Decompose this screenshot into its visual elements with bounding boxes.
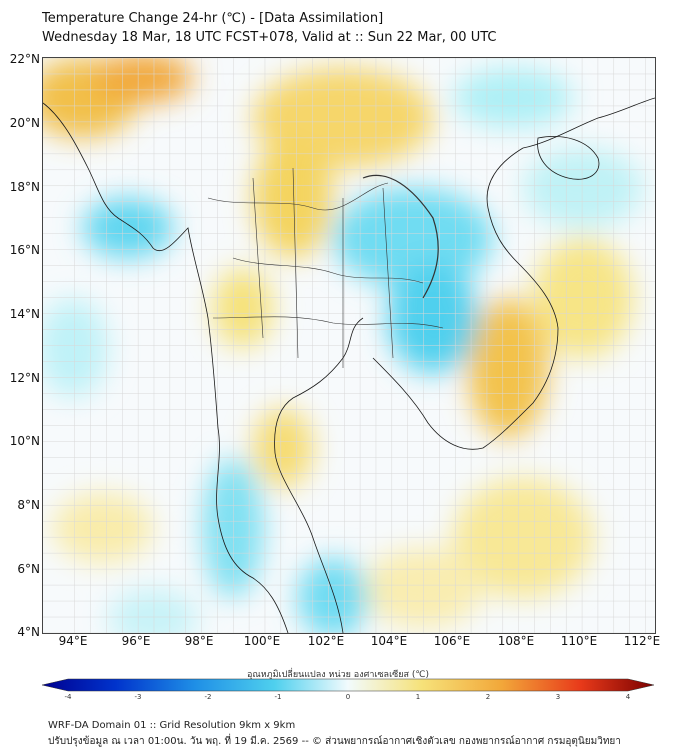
china-coast xyxy=(522,97,655,149)
indochina-coast xyxy=(372,147,559,450)
warm-area xyxy=(253,138,333,258)
lon-label: 106°E xyxy=(433,634,471,648)
cool-area xyxy=(83,198,173,258)
lon-label: 112°E xyxy=(623,634,661,648)
colorbar-tick-label: 0 xyxy=(345,693,351,701)
warm-area xyxy=(253,408,313,488)
lat-label: 16°N xyxy=(9,243,40,257)
lat-label: 4°N xyxy=(17,625,40,639)
lat-label: 14°N xyxy=(9,307,40,321)
border-line xyxy=(362,174,439,299)
colorbar-tick-label: -4 xyxy=(64,693,72,701)
warm-area xyxy=(213,268,273,348)
colorbar-tick-label: -2 xyxy=(204,693,212,701)
lat-label: 20°N xyxy=(9,116,40,130)
cool-area xyxy=(453,68,573,128)
colorbar-label: อุณหภูมิเปลี่ยนแปลง หน่วย องศาเซลเซียส (… xyxy=(246,670,430,680)
map-canvas xyxy=(43,58,655,633)
warm-area xyxy=(93,58,193,103)
west-coastline xyxy=(43,102,289,633)
map-subtitle: Wednesday 18 Mar, 18 UTC FCST+078, Valid… xyxy=(42,30,497,45)
cool-area xyxy=(298,558,368,633)
map-title: Temperature Change 24-hr (℃) - [Data Ass… xyxy=(42,11,384,26)
lon-label: 104°E xyxy=(370,634,408,648)
lat-label: 22°N xyxy=(9,52,40,66)
lat-label: 12°N xyxy=(9,371,40,385)
cool-area xyxy=(108,588,198,633)
cool-area xyxy=(523,148,643,228)
cool-area xyxy=(388,263,478,373)
cool-area xyxy=(43,298,108,398)
border-line xyxy=(252,167,394,368)
lon-label: 98°E xyxy=(184,634,214,648)
border-line xyxy=(232,257,424,284)
lon-label: 100°E xyxy=(243,634,281,648)
lat-label: 18°N xyxy=(9,180,40,194)
lon-label: 96°E xyxy=(121,634,151,648)
graticule xyxy=(43,58,655,633)
lon-label: 102°E xyxy=(307,634,345,648)
warm-area xyxy=(468,298,548,438)
colorbar-tick-label: 4 xyxy=(625,693,631,701)
colorbar-tick-label: 1 xyxy=(415,693,421,701)
cool-area xyxy=(203,458,263,598)
warm-area xyxy=(363,548,483,628)
border-line xyxy=(212,316,444,329)
colorbar-tick-label: 2 xyxy=(485,693,491,701)
cool-area xyxy=(333,188,493,288)
border-line xyxy=(207,182,389,211)
admin-borders xyxy=(207,167,444,368)
warm-area xyxy=(53,493,153,563)
colorbar-gradient xyxy=(41,678,655,692)
lat-label: 8°N xyxy=(17,498,40,512)
lon-label: 110°E xyxy=(560,634,598,648)
colorbar-tick-label: 3 xyxy=(555,693,561,701)
colorbar-tick-label: -1 xyxy=(274,693,282,701)
colorbar xyxy=(41,678,655,692)
lat-label: 10°N xyxy=(9,434,40,448)
lon-label: 94°E xyxy=(58,634,88,648)
hainan-island xyxy=(537,136,600,180)
colorbar-tick-label: -3 xyxy=(134,693,142,701)
lat-label: 6°N xyxy=(17,562,40,576)
warm-area xyxy=(533,238,633,358)
footer-update-info: ปรับปรุงข้อมูล ณ เวลา 01:00น. วัน พฤ. ที… xyxy=(48,736,621,747)
footer-model-info: WRF-DA Domain 01 :: Grid Resolution 9km … xyxy=(48,720,296,731)
temperature-change-map xyxy=(42,57,656,634)
lon-label: 108°E xyxy=(497,634,535,648)
warm-area xyxy=(453,478,593,598)
